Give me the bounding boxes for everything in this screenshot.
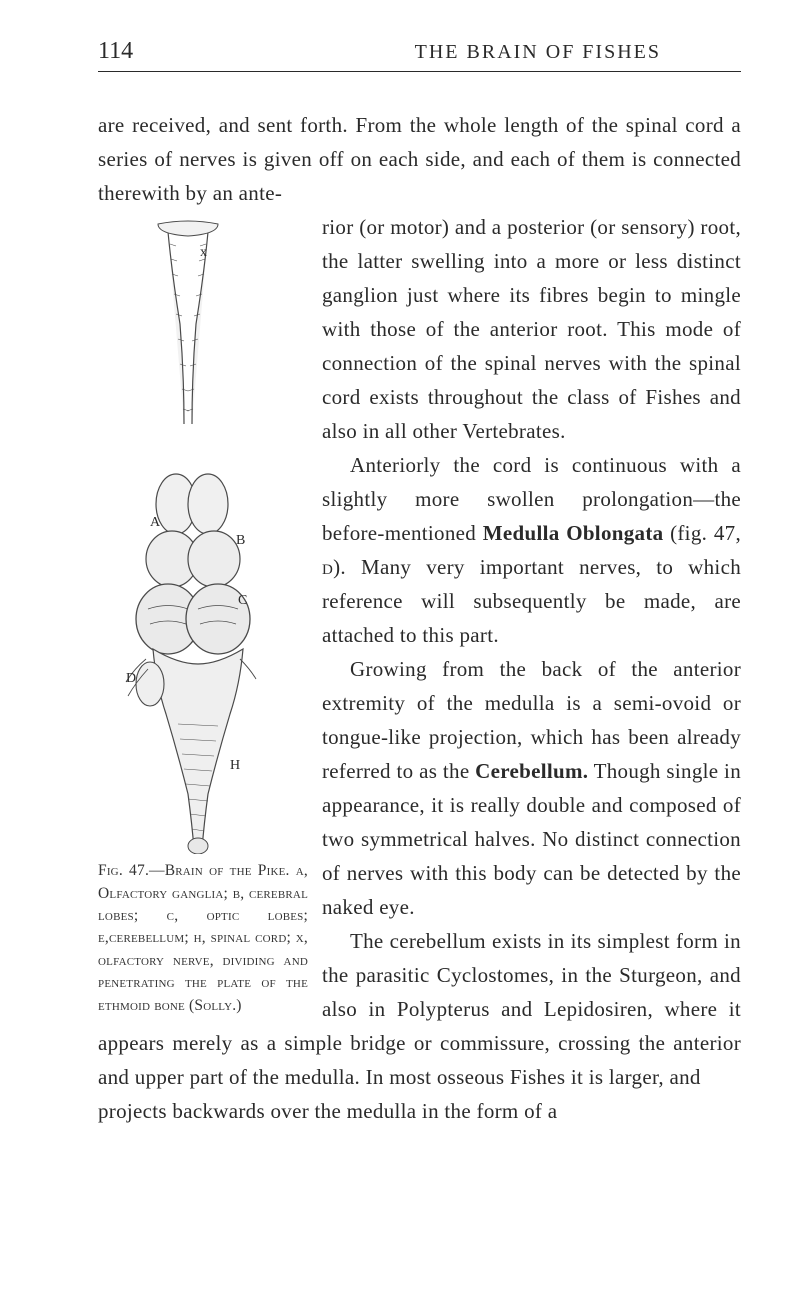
figure-label-b: B (236, 533, 245, 548)
brain-figure-svg: x A B C D H (98, 214, 308, 854)
figure-label-x: x (200, 245, 207, 260)
p3-b: (fig. 47, (663, 521, 741, 545)
medulla-oblongata-term: Medulla Oblongata (483, 521, 664, 545)
figure-label-a: A (150, 515, 161, 530)
figure-column: x A B C D H Fig. 47.—Brain of the Pike. … (98, 214, 308, 1017)
figure-label-h: H (230, 758, 240, 773)
figure-label-d: D (126, 671, 136, 686)
figure-caption: Fig. 47.—Brain of the Pike. a, Olfactory… (98, 860, 308, 1017)
p3-c: ). Many very important nerves, to which … (322, 555, 741, 647)
figure-47: x A B C D H (98, 214, 308, 854)
page-container: 114 THE BRAIN OF FISHES are received, an… (0, 0, 801, 1168)
caption-lead: Fig. 47.—Brain of the Pike. (98, 862, 296, 879)
p3-sc: d (322, 555, 333, 579)
paragraph-6: projects backwards over the medulla in t… (98, 1094, 741, 1128)
page-header: 114 THE BRAIN OF FISHES (98, 38, 741, 72)
p4-b: Though single in appearance, it is reall… (322, 759, 741, 919)
caption-c: c, optic lobes; (167, 907, 308, 924)
figure-label-c: C (238, 593, 247, 608)
caption-e: e,cerebellum; (98, 929, 194, 946)
cerebellum-term: Cerebellum. (475, 759, 588, 783)
caption-h: h, spinal cord; (194, 929, 296, 946)
content: are received, and sent forth. From the w… (98, 108, 741, 1128)
page-number: 114 (98, 38, 133, 65)
paragraph-1: are received, and sent forth. From the w… (98, 108, 741, 210)
running-title: THE BRAIN OF FISHES (415, 41, 661, 64)
